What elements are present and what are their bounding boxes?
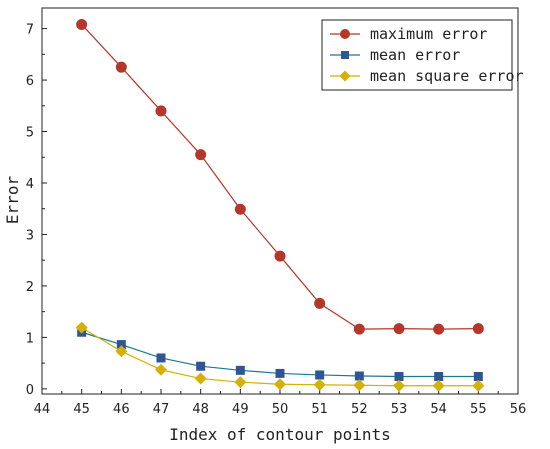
data-point xyxy=(235,365,245,375)
data-point xyxy=(353,323,365,335)
data-point xyxy=(315,370,325,380)
legend-marker xyxy=(341,51,349,59)
data-point xyxy=(76,18,88,30)
legend-label: mean square error xyxy=(370,67,524,85)
data-point xyxy=(234,203,246,215)
data-point xyxy=(354,371,364,381)
x-tick-label: 55 xyxy=(470,402,487,417)
legend-label: mean error xyxy=(370,46,460,64)
data-point xyxy=(156,353,166,363)
x-tick-label: 53 xyxy=(391,402,408,417)
series-mean-error xyxy=(77,327,483,382)
data-point xyxy=(433,323,445,335)
y-tick-label: 1 xyxy=(26,331,34,346)
data-point xyxy=(275,368,285,378)
data-point xyxy=(432,379,445,392)
data-point xyxy=(194,372,207,385)
x-tick-label: 54 xyxy=(430,402,447,417)
x-tick-label: 50 xyxy=(272,402,289,417)
x-axis-title: Index of contour points xyxy=(169,425,391,444)
legend-marker xyxy=(340,29,350,39)
x-tick-label: 49 xyxy=(232,402,249,417)
data-point xyxy=(155,105,167,117)
data-point xyxy=(196,361,206,371)
x-tick-label: 52 xyxy=(351,402,368,417)
y-tick-label: 2 xyxy=(26,280,34,295)
y-tick-label: 6 xyxy=(26,74,34,89)
x-tick-label: 45 xyxy=(73,402,90,417)
series-maximum-error xyxy=(76,18,484,335)
data-point xyxy=(115,61,127,73)
y-tick-label: 3 xyxy=(26,228,34,243)
data-point xyxy=(472,323,484,335)
data-point xyxy=(434,372,444,382)
y-tick-label: 4 xyxy=(26,177,34,192)
x-tick-label: 46 xyxy=(113,402,130,417)
data-point xyxy=(274,378,286,391)
legend: maximum error mean error mean square error xyxy=(321,19,524,91)
data-point xyxy=(393,379,405,392)
data-point xyxy=(394,372,404,382)
data-point xyxy=(234,376,247,389)
legend-label: maximum error xyxy=(370,25,487,43)
data-point xyxy=(115,345,128,358)
data-point xyxy=(314,297,326,309)
legend-marker xyxy=(339,70,351,82)
series-mean-square-error xyxy=(75,321,485,392)
data-point xyxy=(116,340,126,350)
data-point xyxy=(313,378,326,391)
y-tick-label: 7 xyxy=(26,23,34,38)
x-tick-label: 47 xyxy=(153,402,170,417)
x-tick-label: 51 xyxy=(311,402,328,417)
y-axis-title: Error xyxy=(3,176,22,225)
data-point xyxy=(473,372,483,382)
data-point xyxy=(75,321,88,334)
data-point xyxy=(195,149,207,161)
x-tick-label: 48 xyxy=(192,402,209,417)
x-tick-label: 44 xyxy=(34,402,51,417)
data-point xyxy=(472,379,485,392)
data-point xyxy=(274,250,286,262)
data-point xyxy=(155,363,167,376)
x-tick-label: 56 xyxy=(510,402,527,417)
series-layer xyxy=(75,18,485,392)
y-tick-label: 0 xyxy=(26,383,34,398)
data-point xyxy=(393,323,405,335)
data-point xyxy=(353,379,366,392)
y-tick-label: 5 xyxy=(26,126,34,141)
